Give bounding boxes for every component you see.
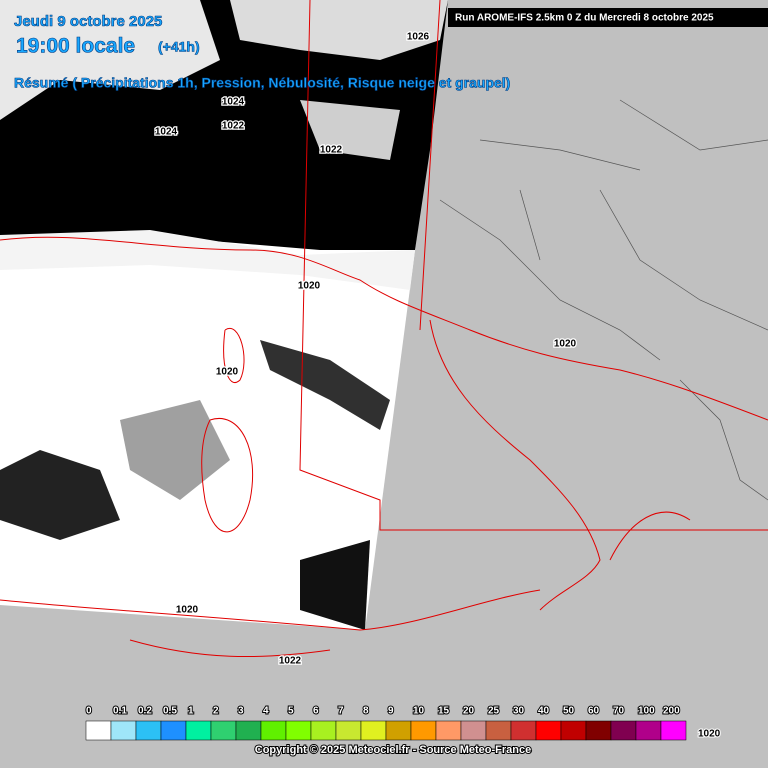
legend-label: 10 [413,706,425,717]
cloud-patch [230,0,448,60]
legend-swatch [260,720,287,741]
coastline [429,319,691,611]
legend-label: 70 [613,706,625,717]
legend-label: 1 [188,706,194,717]
legend-swatch [410,720,437,741]
legend-label: 5 [288,706,294,717]
legend-label: 30 [513,706,525,717]
legend-swatch [585,720,612,741]
cloud-gap [0,450,120,540]
isobar-label: 1020 [216,367,239,378]
legend-swatch [610,720,637,741]
run-info: Run AROME-IFS 2.5km 0 Z du Mercredi 8 oc… [455,13,714,24]
legend-label: 100 [638,706,655,717]
islands [201,327,254,533]
legend-swatch [535,720,562,741]
legend-end-label: 1020 [698,729,721,740]
legend-label: 15 [438,706,450,717]
isobar-label: 1020 [554,339,577,350]
isobar-label: 1024 [155,127,178,138]
legend-label: 4 [263,706,269,717]
borders [439,99,768,501]
legend-label: 3 [238,706,244,717]
legend-swatch [335,720,362,741]
isobar-label: 1022 [320,145,343,156]
legend-label: 40 [538,706,550,717]
legend-label: 60 [588,706,600,717]
legend-label: 9 [388,706,394,717]
legend-swatch [185,720,212,741]
legend-label: 2 [213,706,219,717]
isobar-label: 1020 [176,605,199,616]
cloud-gap [300,540,370,630]
cloud-patch [0,0,220,120]
isobar-label: 1022 [279,656,302,667]
cloud-gap [260,340,390,430]
legend-label: 25 [488,706,500,717]
legend-swatch [210,720,237,741]
legend: 0 0.1 0.2 0.5 1 2 3 4 5 6 7 8 9 10 15 20 25 30 40 50 60 70 100… [85,705,722,741]
legend-label: 200 [663,706,680,717]
legend-label: 7 [338,706,344,717]
legend-label: 0.1 [113,706,127,717]
legend-swatch [485,720,512,741]
legend-swatch [435,720,462,741]
cloud-patch [0,230,415,290]
isobar-label: 1026 [407,32,430,43]
summary: Résumé ( Précipitations 1h, Pression, Né… [14,75,510,91]
legend-swatch [135,720,162,741]
isobar-label: 1024 [222,97,245,108]
legend-swatch [560,720,587,741]
isobar-label: 1020 [298,281,321,292]
isobar-labels: 1026 1024 1024 1022 1022 1020 1020 1020 1020 1022 [154,30,578,668]
legend-label: 50 [563,706,575,717]
legend-swatch [310,720,337,741]
legend-swatch [460,720,487,741]
coastline [0,236,768,421]
legend-label: 6 [313,706,319,717]
boundaries [299,0,768,531]
legend-swatch [660,720,687,741]
legend-swatch [360,720,387,741]
lead-time: (+41h) [158,39,200,55]
legend-label: 0 [86,706,92,717]
cloud-patch [300,100,400,160]
legend-swatch [235,720,262,741]
isobar-label: 1022 [222,121,245,132]
time: 19:00 locale [16,35,135,58]
legend-swatch [635,720,662,741]
legend-swatch [385,720,412,741]
legend-swatch [85,720,112,741]
legend-label: 0.2 [138,706,152,717]
run-bar [448,8,768,27]
legend-swatch [110,720,137,741]
legend-label: 20 [463,706,475,717]
legend-label: 0.5 [163,706,177,717]
copyright: Copyright © 2025 Meteociel.fr - Source M… [255,744,531,756]
legend-swatch [160,720,187,741]
date: Jeudi 9 octobre 2025 [14,13,162,30]
legend-swatch [510,720,537,741]
legend-label: 8 [363,706,369,717]
legend-swatch [285,720,312,741]
coastline [0,589,541,658]
